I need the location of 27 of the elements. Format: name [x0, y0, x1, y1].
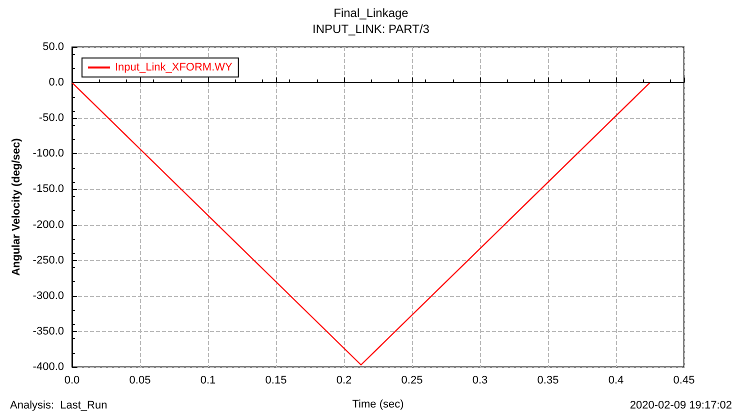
x-tick-label: 0.45	[673, 374, 695, 386]
text: 2020-02-09 19:17:02	[630, 400, 732, 412]
x-tick-label: 0.2	[336, 374, 352, 386]
y-tick-label: -300.0	[32, 290, 64, 302]
y-tick-label: -150.0	[32, 183, 64, 196]
legend-label: Input_Link_XFORM.WY	[115, 62, 234, 74]
chart-title: Final_Linkage	[334, 6, 409, 20]
x-tick-label: 0.1	[200, 374, 216, 386]
y-tick-label: -400.0	[32, 361, 64, 373]
y-tick-label: 0.0	[48, 76, 64, 89]
x-tick-label: 0.3	[472, 374, 488, 386]
x-tick-label: 0.15	[265, 374, 287, 386]
x-tick-label: 0.0	[64, 374, 80, 386]
y-tick-label: -100.0	[32, 148, 64, 160]
text: Analysis: Last_Run	[10, 400, 108, 412]
y-tick-label: -50.0	[38, 112, 64, 124]
y-tick-label: -200.0	[32, 218, 64, 231]
x-tick-label: 0.25	[401, 374, 423, 386]
y-axis-title: Angular Velocity (deg/sec)	[10, 138, 22, 276]
y-tick-label: -250.0	[32, 254, 64, 266]
y-tick-label: -350.0	[32, 325, 64, 338]
x-axis-title: Time (sec)	[352, 398, 404, 410]
y-tick-label: 50.0	[42, 41, 64, 53]
x-tick-label: 0.4	[608, 374, 624, 386]
x-tick-label: 0.35	[537, 374, 559, 386]
chart-subtitle: INPUT_LINK: PART/3	[312, 22, 430, 36]
x-tick-label: 0.05	[129, 374, 151, 386]
